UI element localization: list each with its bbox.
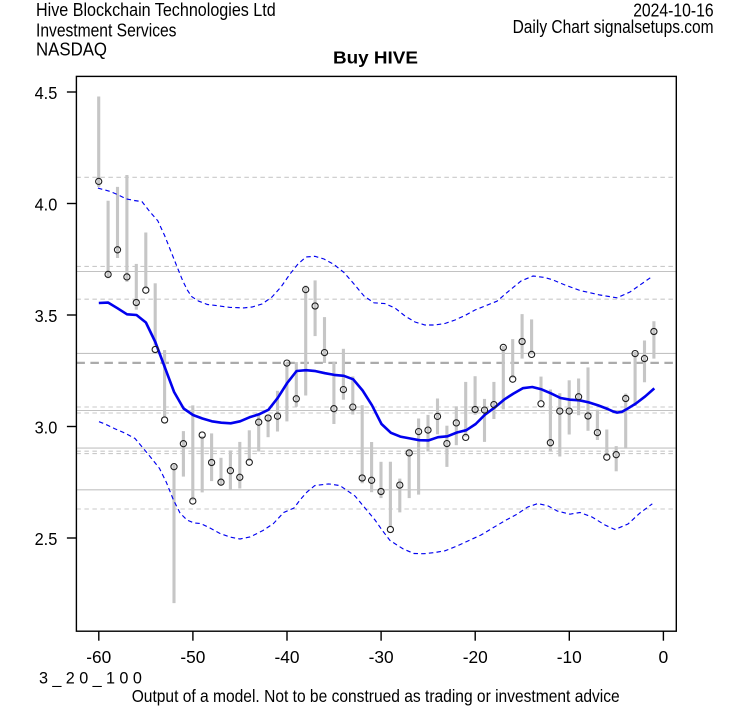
svg-text:Investment Services: Investment Services <box>36 19 177 40</box>
svg-text:4.5: 4.5 <box>35 83 58 103</box>
svg-text:-10: -10 <box>557 647 582 667</box>
svg-text:-40: -40 <box>275 647 300 667</box>
svg-text:-30: -30 <box>369 647 394 667</box>
svg-text:3_20_100: 3_20_100 <box>39 670 146 688</box>
svg-text:-20: -20 <box>463 647 488 667</box>
svg-text:Output of a model. Not to be c: Output of a model. Not to be construed a… <box>132 686 620 706</box>
svg-text:Hive Blockchain Technologies L: Hive Blockchain Technologies Ltd <box>36 0 276 20</box>
svg-text:3.5: 3.5 <box>35 306 58 326</box>
svg-text:2024-10-16: 2024-10-16 <box>633 0 713 20</box>
svg-text:Daily Chart signalsetups.com: Daily Chart signalsetups.com <box>513 16 714 37</box>
svg-text:-50: -50 <box>180 647 205 667</box>
svg-text:-60: -60 <box>86 647 111 667</box>
svg-text:4.0: 4.0 <box>35 195 58 215</box>
svg-text:3.0: 3.0 <box>35 418 58 438</box>
svg-text:2.5: 2.5 <box>35 529 58 549</box>
svg-text:NASDAQ: NASDAQ <box>36 39 107 60</box>
svg-text:Buy HIVE: Buy HIVE <box>333 48 418 68</box>
svg-text:0: 0 <box>659 647 669 667</box>
